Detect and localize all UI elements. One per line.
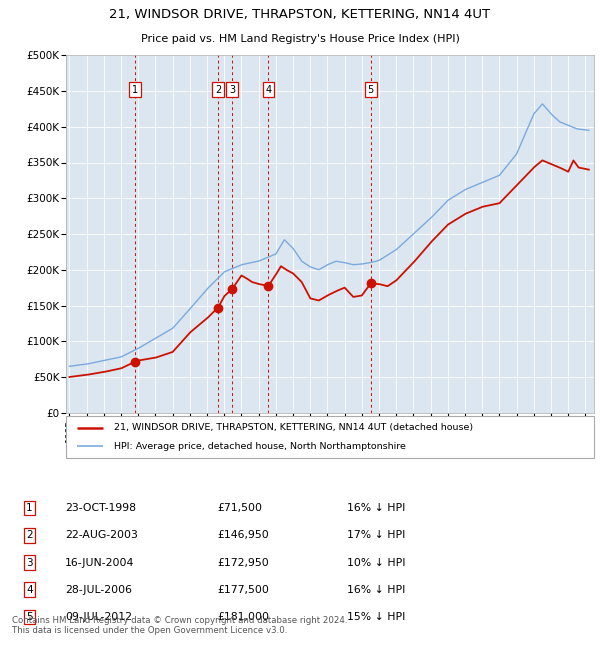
Text: Contains HM Land Registry data © Crown copyright and database right 2024.
This d: Contains HM Land Registry data © Crown c…	[12, 616, 347, 635]
Text: 1: 1	[26, 503, 33, 514]
Text: 16-JUN-2004: 16-JUN-2004	[65, 558, 134, 567]
Text: 1: 1	[132, 84, 138, 94]
Text: £177,500: £177,500	[218, 585, 269, 595]
Text: HPI: Average price, detached house, North Northamptonshire: HPI: Average price, detached house, Nort…	[113, 442, 406, 451]
Text: 16% ↓ HPI: 16% ↓ HPI	[347, 585, 406, 595]
Text: 5: 5	[368, 84, 374, 94]
Text: £146,950: £146,950	[218, 530, 269, 540]
Text: 4: 4	[26, 585, 33, 595]
Text: 09-JUL-2012: 09-JUL-2012	[65, 612, 132, 622]
Text: 23-OCT-1998: 23-OCT-1998	[65, 503, 136, 514]
Text: 22-AUG-2003: 22-AUG-2003	[65, 530, 137, 540]
Text: 21, WINDSOR DRIVE, THRAPSTON, KETTERING, NN14 4UT (detached house): 21, WINDSOR DRIVE, THRAPSTON, KETTERING,…	[113, 423, 473, 432]
FancyBboxPatch shape	[66, 416, 594, 458]
Text: 28-JUL-2006: 28-JUL-2006	[65, 585, 132, 595]
Text: 5: 5	[26, 612, 33, 622]
Text: 3: 3	[26, 558, 33, 567]
Text: 21, WINDSOR DRIVE, THRAPSTON, KETTERING, NN14 4UT: 21, WINDSOR DRIVE, THRAPSTON, KETTERING,…	[109, 8, 491, 21]
Text: 15% ↓ HPI: 15% ↓ HPI	[347, 612, 406, 622]
Text: Price paid vs. HM Land Registry's House Price Index (HPI): Price paid vs. HM Land Registry's House …	[140, 34, 460, 44]
Text: 2: 2	[26, 530, 33, 540]
Text: £71,500: £71,500	[218, 503, 263, 514]
Text: 3: 3	[229, 84, 235, 94]
Text: 17% ↓ HPI: 17% ↓ HPI	[347, 530, 406, 540]
Text: 10% ↓ HPI: 10% ↓ HPI	[347, 558, 406, 567]
Text: 2: 2	[215, 84, 221, 94]
Text: £172,950: £172,950	[218, 558, 269, 567]
Text: £181,000: £181,000	[218, 612, 269, 622]
Text: 4: 4	[265, 84, 271, 94]
Text: 16% ↓ HPI: 16% ↓ HPI	[347, 503, 406, 514]
